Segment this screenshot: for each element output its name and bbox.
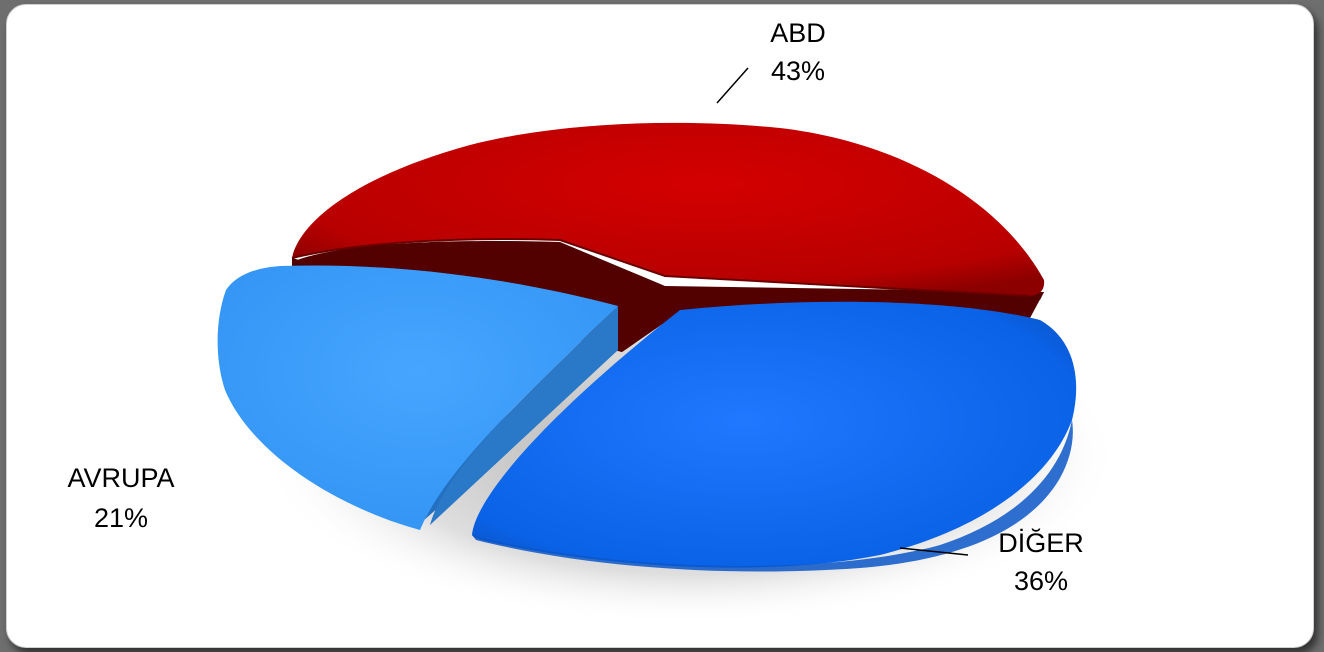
label-diger-value: 36% — [1014, 566, 1068, 596]
pie-slice-avrupa — [217, 265, 618, 530]
pie-slice-diger — [472, 301, 1077, 572]
pie-slice-abd — [291, 122, 1045, 352]
label-diger-name: DİĞER — [998, 527, 1084, 558]
leader-line-diger — [899, 547, 969, 556]
label-avrupa-value: 21% — [94, 503, 148, 533]
leader-line-abd — [716, 67, 749, 104]
label-abd-name: ABD — [770, 18, 826, 48]
label-avrupa-name: AVRUPA — [67, 463, 174, 493]
label-abd-value: 43% — [771, 56, 825, 86]
